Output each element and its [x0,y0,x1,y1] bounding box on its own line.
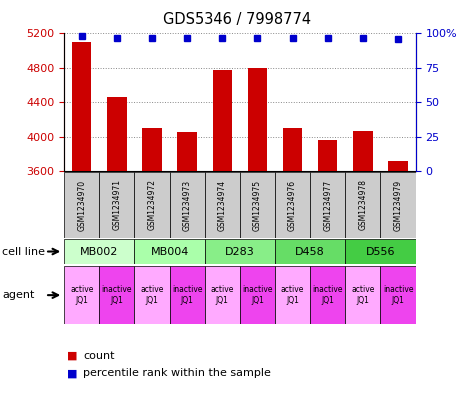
Bar [205,239,275,264]
Text: GSM1234977: GSM1234977 [323,179,332,231]
Text: percentile rank within the sample: percentile rank within the sample [83,368,271,378]
Text: count: count [83,351,114,361]
Text: D556: D556 [366,246,395,257]
Text: GSM1234970: GSM1234970 [77,179,86,231]
Bar [170,172,205,238]
Text: GSM1234975: GSM1234975 [253,179,262,231]
Bar [72,42,91,393]
Text: ■: ■ [66,351,77,361]
Text: GSM1234974: GSM1234974 [218,179,227,231]
Bar [107,97,126,393]
Bar [310,266,345,324]
Bar [283,128,302,393]
Bar [64,266,99,324]
Text: inactive
JQ1: inactive JQ1 [172,285,202,305]
Text: active
JQ1: active JQ1 [351,285,375,305]
Text: GDS5346 / 7998774: GDS5346 / 7998774 [163,12,312,27]
Text: MB002: MB002 [80,246,118,257]
Bar [248,68,267,393]
Bar [205,266,240,324]
Bar [380,266,416,324]
Bar [178,132,197,393]
Text: active
JQ1: active JQ1 [210,285,234,305]
Text: GSM1234971: GSM1234971 [113,180,121,230]
Bar [134,239,205,264]
Text: GSM1234972: GSM1234972 [148,180,156,230]
Text: GSM1234978: GSM1234978 [359,180,367,230]
Text: inactive
JQ1: inactive JQ1 [313,285,343,305]
Bar [99,266,134,324]
Bar [275,266,310,324]
Text: MB004: MB004 [151,246,189,257]
Bar [380,172,416,238]
Bar [318,140,337,393]
Text: ■: ■ [66,368,77,378]
Bar [240,266,275,324]
Bar [345,239,416,264]
Bar [213,70,232,393]
Bar [134,266,170,324]
Text: inactive
JQ1: inactive JQ1 [383,285,413,305]
Text: inactive
JQ1: inactive JQ1 [242,285,273,305]
Bar [170,266,205,324]
Text: active
JQ1: active JQ1 [70,285,94,305]
Bar [345,266,380,324]
Text: GSM1234976: GSM1234976 [288,179,297,231]
Bar [275,172,310,238]
Text: cell line: cell line [2,246,46,257]
Text: active
JQ1: active JQ1 [281,285,304,305]
Text: D283: D283 [225,246,255,257]
Text: D458: D458 [295,246,325,257]
Bar [345,172,380,238]
Text: inactive
JQ1: inactive JQ1 [102,285,132,305]
Bar [64,172,99,238]
Bar [134,172,170,238]
Bar [205,172,240,238]
Bar [64,239,134,264]
Bar [240,172,275,238]
Bar [275,239,345,264]
Bar [142,128,162,393]
Text: active
JQ1: active JQ1 [140,285,164,305]
Bar [99,172,134,238]
Text: GSM1234973: GSM1234973 [183,179,191,231]
Bar [389,161,408,393]
Text: GSM1234979: GSM1234979 [394,179,402,231]
Text: agent: agent [2,290,35,300]
Bar [353,130,372,393]
Bar [310,172,345,238]
